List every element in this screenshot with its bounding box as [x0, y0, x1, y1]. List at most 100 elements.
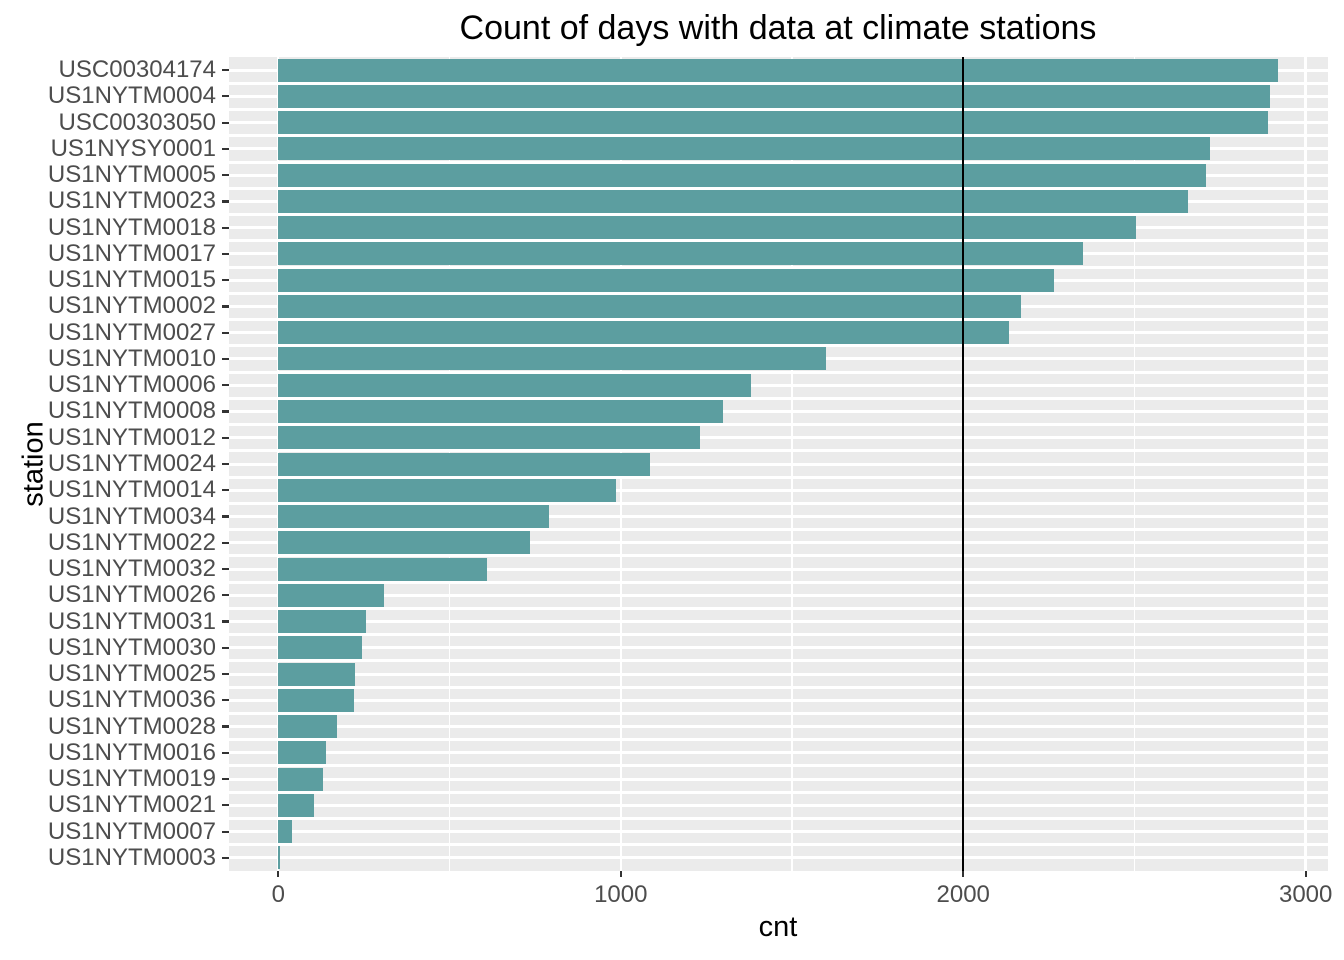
y-tick-mark: [222, 410, 229, 413]
y-minor-gridline: [228, 711, 1329, 715]
y-tick-mark: [222, 489, 229, 492]
y-tick-label: US1NYTM0016: [47, 738, 216, 766]
y-tick-label: US1NYTM0005: [47, 161, 216, 189]
bar-US1NYTM0007: [278, 820, 292, 844]
y-tick-label: US1NYTM0010: [47, 344, 216, 372]
y-tick-label: US1NYTM0036: [47, 686, 216, 714]
y-major-gridline: [228, 698, 1329, 702]
y-major-gridline: [228, 515, 1329, 519]
y-tick-label: US1NYTM0027: [47, 318, 216, 346]
y-tick-label: US1NYTM0024: [47, 449, 216, 477]
bar-US1NYTM0004: [278, 84, 1270, 108]
y-tick-label: US1NYTM0008: [47, 397, 216, 425]
y-tick-mark: [222, 777, 229, 781]
y-tick-mark: [222, 279, 229, 282]
y-tick-label: US1NYTM0031: [47, 607, 216, 635]
y-minor-gridline: [228, 265, 1329, 269]
x-tick-mark: [1304, 871, 1307, 877]
y-tick-mark: [222, 305, 229, 308]
y-minor-gridline: [228, 160, 1329, 164]
y-tick-mark: [222, 594, 229, 597]
bar-US1NYTM0036: [278, 688, 354, 712]
y-minor-gridline: [228, 580, 1329, 584]
y-major-gridline: [228, 725, 1329, 729]
bar-US1NYTM0027: [278, 321, 1010, 345]
bar-US1NYTM0018: [278, 216, 1137, 240]
bar-US1NYTM0024: [278, 452, 650, 476]
y-major-gridline: [228, 620, 1329, 624]
chart-title: Count of days with data at climate stati…: [459, 9, 1097, 47]
y-tick-mark: [222, 436, 229, 439]
y-minor-gridline: [228, 449, 1329, 453]
y-tick-label: US1NYTM0028: [47, 712, 216, 740]
y-tick-mark: [222, 672, 229, 676]
y-major-gridline: [228, 803, 1329, 807]
y-major-gridline: [228, 541, 1329, 545]
y-minor-gridline: [228, 501, 1329, 505]
y-major-gridline: [228, 436, 1329, 440]
bar-US1NYTM0012: [278, 426, 700, 450]
y-tick-mark: [222, 69, 229, 72]
bar-US1NYTM0031: [278, 610, 366, 634]
y-tick-mark: [222, 147, 229, 150]
x-tick-mark: [277, 871, 280, 877]
y-minor-gridline: [228, 764, 1329, 768]
y-minor-gridline: [228, 396, 1329, 400]
y-tick-label: US1NYTM0030: [47, 633, 216, 661]
y-minor-gridline: [228, 134, 1329, 138]
bar-US1NYTM0008: [278, 399, 724, 423]
bar-US1NYSY0001: [278, 137, 1210, 161]
y-tick-mark: [222, 331, 229, 334]
y-tick-label: US1NYTM0003: [47, 843, 216, 871]
y-major-gridline: [228, 462, 1329, 466]
y-tick-label: US1NYTM0021: [47, 791, 216, 819]
y-major-gridline: [228, 593, 1329, 597]
y-tick-label: US1NYTM0014: [47, 476, 216, 504]
y-tick-label: USC00304174: [58, 56, 216, 84]
x-axis-title: cnt: [758, 911, 798, 943]
x-tick-mark: [619, 871, 622, 877]
plot-panel: [228, 57, 1329, 871]
y-tick-label: US1NYTM0023: [47, 187, 216, 215]
x-tick-mark: [962, 871, 965, 877]
bar-US1NYTM0002: [278, 294, 1022, 318]
y-minor-gridline: [228, 318, 1329, 322]
y-minor-gridline: [228, 423, 1329, 427]
y-major-gridline: [228, 409, 1329, 413]
bar-US1NYTM0016: [278, 741, 327, 765]
bar-US1NYTM0014: [278, 478, 616, 502]
y-tick-mark: [222, 751, 229, 754]
y-tick-mark: [222, 95, 229, 98]
bar-US1NYTM0019: [278, 767, 323, 791]
y-major-gridline: [228, 751, 1329, 755]
y-minor-gridline: [228, 239, 1329, 243]
x-tick-label: 1000: [594, 881, 648, 908]
reference-vline-2000: [962, 57, 965, 871]
y-minor-gridline: [228, 475, 1329, 479]
y-minor-gridline: [228, 633, 1329, 637]
y-tick-mark: [222, 252, 229, 256]
y-minor-gridline: [228, 685, 1329, 689]
y-minor-gridline: [228, 186, 1329, 190]
y-major-gridline: [228, 856, 1329, 860]
y-tick-label: US1NYTM0007: [47, 817, 216, 845]
y-minor-gridline: [228, 344, 1329, 348]
bar-US1NYTM0010: [278, 347, 827, 371]
y-tick-label: USC00303050: [58, 108, 216, 136]
bar-US1NYTM0032: [278, 557, 488, 581]
bar-USC00303050: [278, 111, 1268, 135]
y-tick-label: US1NYTM0015: [47, 266, 216, 294]
y-tick-mark: [222, 830, 229, 833]
bar-US1NYTM0025: [278, 662, 356, 686]
y-tick-label: US1NYTM0019: [47, 765, 216, 793]
bar-US1NYTM0023: [278, 189, 1188, 213]
y-minor-gridline: [228, 816, 1329, 820]
y-major-gridline: [228, 830, 1329, 834]
y-tick-mark: [222, 515, 229, 518]
bar-US1NYTM0006: [278, 373, 751, 397]
y-tick-mark: [222, 567, 229, 571]
bar-US1NYTM0026: [278, 583, 385, 607]
y-tick-mark: [222, 725, 229, 728]
y-tick-mark: [222, 856, 229, 859]
